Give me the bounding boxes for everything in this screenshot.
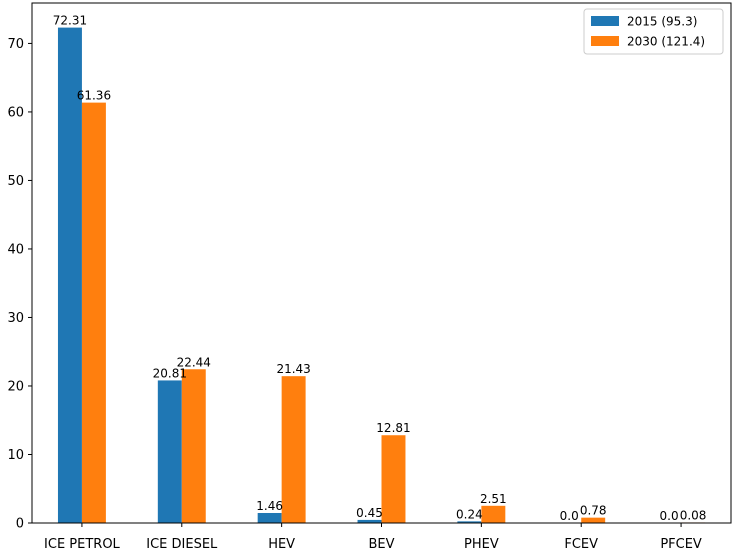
- data-label: 2.51: [480, 492, 507, 506]
- data-label: 72.31: [53, 14, 87, 28]
- bar-series2-bev: [381, 435, 406, 523]
- data-label: 1.46: [256, 499, 283, 513]
- legend: 2015 (95.3) 2030 (121.4): [583, 8, 724, 55]
- data-label: 12.81: [376, 421, 410, 435]
- bar-series2-phev: [481, 505, 506, 523]
- bar-series2-fcev: [581, 517, 606, 523]
- x-tick-label: FCEV: [564, 537, 598, 549]
- bar-series1-bev: [357, 519, 382, 523]
- x-tick-label: ICE PETROL: [44, 537, 121, 549]
- legend-swatch: [591, 36, 619, 46]
- data-labels-layer: 72.31 20.81 1.46 0.45 0.24 0.0 0.0 61.36 22.44 21…: [53, 14, 707, 523]
- x-tick-label: PFCEV: [660, 537, 702, 549]
- legend-swatch: [591, 16, 619, 26]
- bar-series1-ice-diesel: [157, 380, 182, 523]
- data-label: 0.08: [680, 508, 707, 522]
- data-label: 0.45: [356, 506, 383, 520]
- x-tick-label: HEV: [268, 537, 295, 549]
- y-tick-label: 60: [7, 105, 24, 120]
- data-label: 0.24: [456, 507, 483, 521]
- x-axis: ICE PETROL ICE DIESEL HEV BEV PHEV FCEV PFCEV: [44, 523, 702, 549]
- y-tick-label: 70: [7, 37, 24, 52]
- bar-series1-hev: [257, 512, 282, 523]
- bar-series1-phev: [457, 521, 482, 523]
- data-label: 0.0: [660, 509, 679, 523]
- data-label: 0.0: [560, 509, 579, 523]
- plot-frame: [31, 2, 732, 524]
- bar-series1-ice-petrol: [57, 27, 82, 523]
- y-tick-label: 10: [7, 448, 24, 463]
- bar-series2-hev: [281, 376, 306, 523]
- data-label: 20.81: [153, 366, 187, 380]
- data-label: 0.78: [580, 504, 607, 518]
- y-tick-label: 20: [7, 379, 24, 394]
- x-tick-label: PHEV: [464, 537, 499, 549]
- x-tick-label: BEV: [368, 537, 394, 549]
- bars-layer: [57, 27, 706, 523]
- x-tick-label: ICE DIESEL: [146, 537, 218, 549]
- bar-series2-ice-petrol: [81, 102, 106, 523]
- y-axis: 0 10 20 30 40 50 60 70: [7, 37, 32, 532]
- legend-label: 2030 (121.4): [627, 35, 705, 49]
- data-label: 21.43: [276, 362, 310, 376]
- legend-label: 2015 (95.3): [627, 15, 697, 29]
- bar-series2-ice-diesel: [181, 369, 206, 523]
- y-tick-label: 50: [7, 174, 24, 189]
- data-label: 22.44: [177, 355, 211, 369]
- y-tick-label: 30: [7, 311, 24, 326]
- y-tick-label: 40: [7, 242, 24, 257]
- y-tick-label: 0: [16, 517, 24, 532]
- data-label: 61.36: [77, 89, 111, 103]
